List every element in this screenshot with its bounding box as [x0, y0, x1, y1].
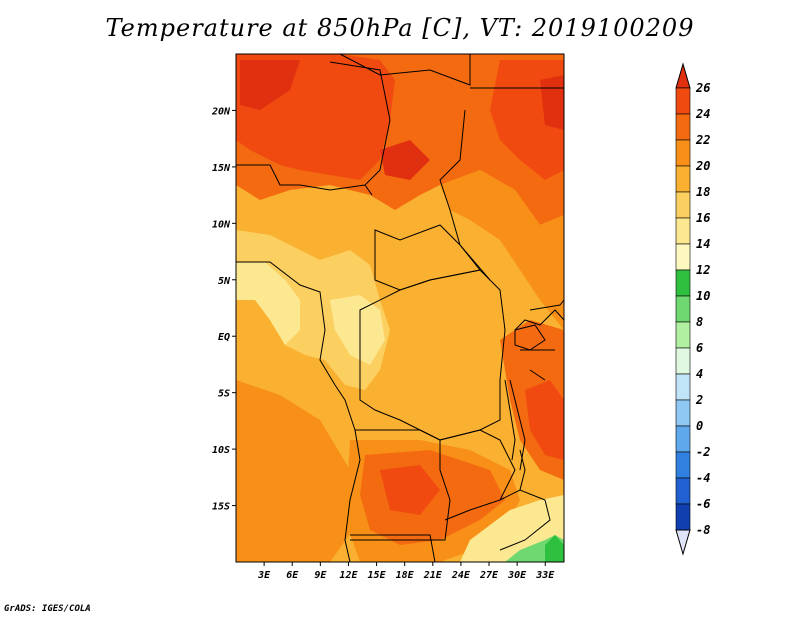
colorbar-label: 10: [696, 289, 710, 303]
colorbar-band: [675, 139, 691, 167]
lon-tick-label: 30E: [507, 570, 527, 581]
field-atlantic-warm: [236, 380, 360, 562]
lon-axis: 3E 6E 9E 12E 15E 18E 21E 24E 27E 30E 33E: [257, 562, 555, 581]
colorbar-label: 4: [696, 367, 703, 381]
lat-tick-label: 10N: [212, 219, 231, 230]
colorbar-label: 14: [696, 237, 710, 251]
colorbar-band: [675, 87, 691, 115]
border-sahara: [329, 61, 391, 196]
border-chad-west: [236, 164, 366, 191]
lat-tick-label: 15S: [212, 502, 230, 513]
lat-axis: 20N 15N 10N 5N EQ 5S 10S 15S: [211, 106, 236, 513]
field-west-cooler: [236, 262, 300, 345]
colorbar-label: 18: [696, 185, 710, 199]
border-namibia: [350, 534, 436, 562]
colorbar-label: 6: [696, 341, 703, 355]
lon-tick-label: 33E: [535, 570, 555, 581]
colorbar-band: [675, 295, 691, 323]
colorbar-band: [675, 217, 691, 245]
field-north-core: [240, 60, 300, 110]
border-zambia: [439, 429, 516, 521]
colorbar-band: [675, 113, 691, 141]
borders: [236, 54, 564, 562]
colorbar-band: [675, 425, 691, 453]
border-east: [509, 309, 564, 471]
lake-victoria: [514, 324, 546, 351]
colorbar-over-arrow: [675, 62, 691, 89]
colorbar-label: 0: [696, 419, 703, 433]
field-east-hotter: [525, 380, 564, 460]
lat-tick-label: 10S: [212, 445, 230, 456]
field-se-green-dark: [545, 535, 564, 562]
colorbar-label: -6: [696, 497, 710, 511]
lake-malawi: [519, 449, 526, 491]
lon-tick-label: 3E: [257, 570, 271, 581]
lake-tanganyika: [504, 379, 516, 461]
lon-tick-label: 27E: [479, 570, 499, 581]
lon-tick-label: 12E: [339, 570, 358, 581]
colorbar-band: [675, 321, 691, 349]
map-frame: [235, 53, 565, 563]
field-south-hotter: [380, 465, 440, 515]
border-east-tz: [529, 299, 564, 311]
lat-tick-label: 5N: [218, 276, 231, 287]
colorbar-under-arrow: [675, 529, 691, 556]
colorbar-band: [675, 191, 691, 219]
temperature-field: [236, 54, 564, 562]
border-angola: [350, 429, 451, 541]
colorbar-label: 16: [696, 211, 710, 225]
field-east-warm: [440, 170, 564, 330]
colorbar-band: [675, 243, 691, 271]
lon-tick-label: 9E: [314, 570, 327, 581]
lon-tick-label: 15E: [368, 570, 387, 581]
colorbar-label: 22: [695, 133, 710, 147]
colorbar-label: -2: [696, 445, 710, 459]
colorbar-band: [675, 451, 691, 479]
colorbar-band: [675, 269, 691, 297]
lat-tick-label: EQ: [218, 332, 230, 343]
colorbar-band: [675, 503, 691, 531]
colorbar-band: [675, 477, 691, 505]
lat-tick-label: 15N: [212, 163, 231, 174]
colorbar-label: -8: [696, 523, 710, 537]
colorbar-label: 20: [695, 159, 710, 173]
colorbar-band: [675, 347, 691, 375]
colorbar-label: 2: [695, 393, 703, 407]
colorbar-label: 12: [696, 263, 710, 277]
field-north-core-2: [380, 140, 430, 180]
field-central-cool: [330, 295, 385, 365]
field-ne-core: [540, 75, 564, 130]
border-libya: [339, 54, 471, 86]
lon-tick-label: 24E: [451, 570, 471, 581]
page-title: Temperature at 850hPa [C], VT: 201910020…: [105, 14, 695, 42]
coastline-west: [236, 261, 361, 562]
border-mozambique: [499, 489, 551, 551]
colorbar-label: 26: [695, 81, 710, 95]
colorbar-label: 24: [695, 107, 710, 121]
colorbar-band: [675, 373, 691, 401]
lon-tick-label: 6E: [286, 570, 299, 581]
colorbar-band: [675, 399, 691, 427]
lon-tick-label: 18E: [396, 570, 415, 581]
border-drc: [359, 269, 506, 441]
colorbar-label: 8: [696, 315, 703, 329]
colorbar-band: [675, 165, 691, 193]
lon-tick-label: 21E: [423, 570, 443, 581]
lat-tick-label: 5S: [218, 389, 230, 400]
colorbar-label: -4: [696, 471, 710, 485]
credit-text: GrADS: IGES/COLA: [4, 604, 91, 614]
lat-tick-label: 20N: [211, 106, 231, 117]
